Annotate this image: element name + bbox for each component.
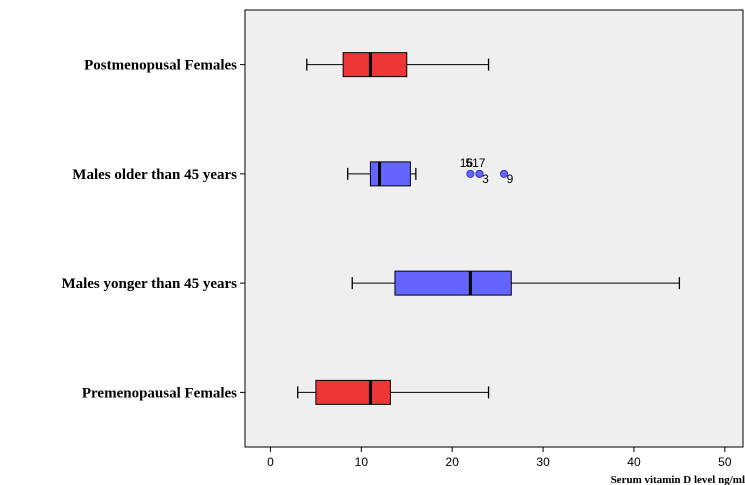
category-label: Males yonger than 45 years xyxy=(61,276,237,292)
box-group xyxy=(297,379,490,405)
x-tick-label: 20 xyxy=(446,455,460,469)
x-tick-label: 50 xyxy=(718,455,732,469)
iqr-box xyxy=(394,270,512,296)
outlier-point xyxy=(475,169,484,178)
outlier-label: 9 xyxy=(507,172,514,186)
outlier-label: 16 xyxy=(460,156,474,170)
iqr-box xyxy=(342,52,408,78)
x-tick-label: 40 xyxy=(627,455,641,469)
outlier-label: 517 xyxy=(465,156,485,170)
x-axis: 0 10 20 30 40 50 xyxy=(267,447,732,469)
x-axis-title: Serum vitamin D level ng/ml xyxy=(611,474,745,485)
plot-area xyxy=(244,9,744,448)
outlier-point xyxy=(466,169,475,178)
category-label: Premenopausal Females xyxy=(82,385,237,401)
category-label: Postmenopusal Females xyxy=(84,58,237,74)
iqr-box xyxy=(315,379,391,405)
category-label: Males older than 45 years xyxy=(72,167,237,183)
x-tick-label: 10 xyxy=(355,455,369,469)
box-group xyxy=(351,270,681,296)
x-tick-label: 30 xyxy=(536,455,550,469)
category-axis: Postmenopusal Females Males older than 45… xyxy=(61,58,245,401)
x-tick-label: 0 xyxy=(267,455,274,469)
iqr-box xyxy=(369,161,411,187)
outlier-point xyxy=(499,169,508,178)
box-group xyxy=(306,52,490,78)
outlier-label: 3 xyxy=(482,172,489,186)
